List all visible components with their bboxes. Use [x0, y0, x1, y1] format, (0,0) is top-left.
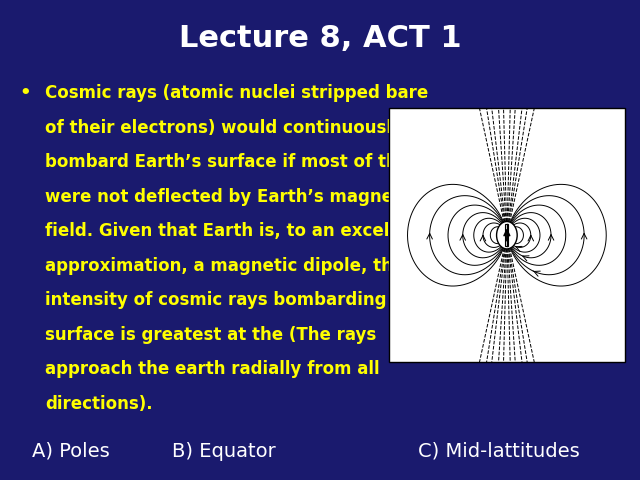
Text: A) Poles: A) Poles: [32, 442, 109, 461]
Text: bombard Earth’s surface if most of them: bombard Earth’s surface if most of them: [45, 153, 426, 171]
Text: approximation, a magnetic dipole, the: approximation, a magnetic dipole, the: [45, 257, 404, 275]
Circle shape: [497, 221, 517, 249]
Text: directions).: directions).: [45, 395, 152, 413]
Text: C) Mid-lattitudes: C) Mid-lattitudes: [419, 442, 580, 461]
Text: intensity of cosmic rays bombarding its: intensity of cosmic rays bombarding its: [45, 291, 415, 309]
Text: Lecture 8, ACT 1: Lecture 8, ACT 1: [179, 24, 461, 53]
Text: B) Equator: B) Equator: [172, 442, 276, 461]
FancyBboxPatch shape: [389, 108, 625, 362]
Text: were not deflected by Earth’s magnetic: were not deflected by Earth’s magnetic: [45, 188, 416, 205]
Bar: [506, 225, 508, 246]
Text: •: •: [19, 84, 31, 102]
Text: of their electrons) would continuously: of their electrons) would continuously: [45, 119, 403, 136]
Text: Cosmic rays (atomic nuclei stripped bare: Cosmic rays (atomic nuclei stripped bare: [45, 84, 428, 102]
Text: approach the earth radially from all: approach the earth radially from all: [45, 360, 380, 378]
Text: field. Given that Earth is, to an excellent: field. Given that Earth is, to an excell…: [45, 222, 426, 240]
Text: surface is greatest at the (The rays: surface is greatest at the (The rays: [45, 326, 376, 344]
